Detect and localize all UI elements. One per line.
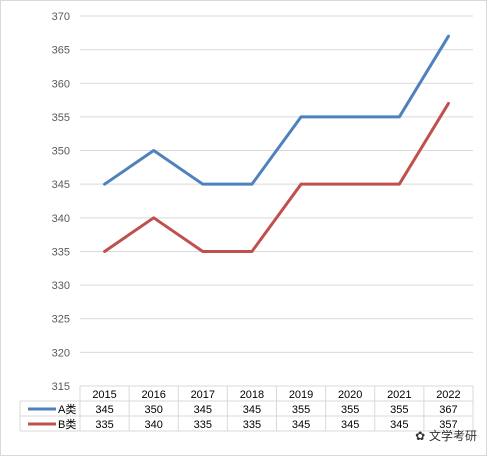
x-category-label: 2017 <box>191 389 215 401</box>
y-tick-label: 340 <box>52 213 70 225</box>
y-tick-label: 350 <box>52 146 70 158</box>
data-table-value: 345 <box>390 419 408 431</box>
y-tick-label: 315 <box>52 381 70 393</box>
y-tick-label: 360 <box>52 78 70 90</box>
data-table-value: 350 <box>145 404 163 416</box>
data-table-value: 357 <box>439 419 457 431</box>
x-category-label: 2020 <box>338 389 362 401</box>
data-table-value: 367 <box>439 404 457 416</box>
data-table-value: 355 <box>292 404 310 416</box>
legend-series-name: B类 <box>58 417 76 431</box>
y-tick-label: 330 <box>52 280 70 292</box>
y-tick-label: 335 <box>52 246 70 258</box>
data-table-value: 355 <box>341 404 359 416</box>
wechat-icon: ✿ <box>415 429 426 443</box>
y-tick-label: 325 <box>52 314 70 326</box>
y-tick-label: 345 <box>52 179 70 191</box>
data-table-value: 345 <box>243 404 261 416</box>
y-tick-label: 365 <box>52 45 70 57</box>
data-table-value: 345 <box>341 419 359 431</box>
data-table-value: 340 <box>145 419 163 431</box>
x-category-label: 2022 <box>436 389 460 401</box>
x-category-label: 2016 <box>141 389 165 401</box>
y-tick-label: 370 <box>52 11 70 23</box>
watermark-text: 文学考研 <box>428 429 477 443</box>
y-tick-label: 355 <box>52 112 70 124</box>
series-lines <box>103 34 450 253</box>
gridlines <box>80 15 473 387</box>
series-line <box>103 101 450 253</box>
data-table-value: 335 <box>95 419 113 431</box>
y-tick-label: 320 <box>52 347 70 359</box>
series-line <box>103 34 450 186</box>
x-category-label: 2018 <box>240 389 264 401</box>
data-table-value: 345 <box>95 404 113 416</box>
data-table-value: 345 <box>194 404 212 416</box>
data-table: 2015 2016 2017 2018 2019 2020 2021 2022 A类 345 350… <box>19 386 474 432</box>
x-category-label: 2015 <box>92 389 116 401</box>
data-table-value: 335 <box>194 419 212 431</box>
legend-series-name: A类 <box>58 402 76 416</box>
watermark: ✿ 文学考研 <box>415 427 477 444</box>
data-table-value: 355 <box>390 404 408 416</box>
y-axis-tick-labels: 315 320 325 330 335 340 345 350 355 360 365 370 <box>52 11 70 393</box>
x-category-label: 2021 <box>387 389 411 401</box>
x-category-label: 2019 <box>289 389 313 401</box>
data-table-value: 345 <box>292 419 310 431</box>
data-table-value: 335 <box>243 419 261 431</box>
